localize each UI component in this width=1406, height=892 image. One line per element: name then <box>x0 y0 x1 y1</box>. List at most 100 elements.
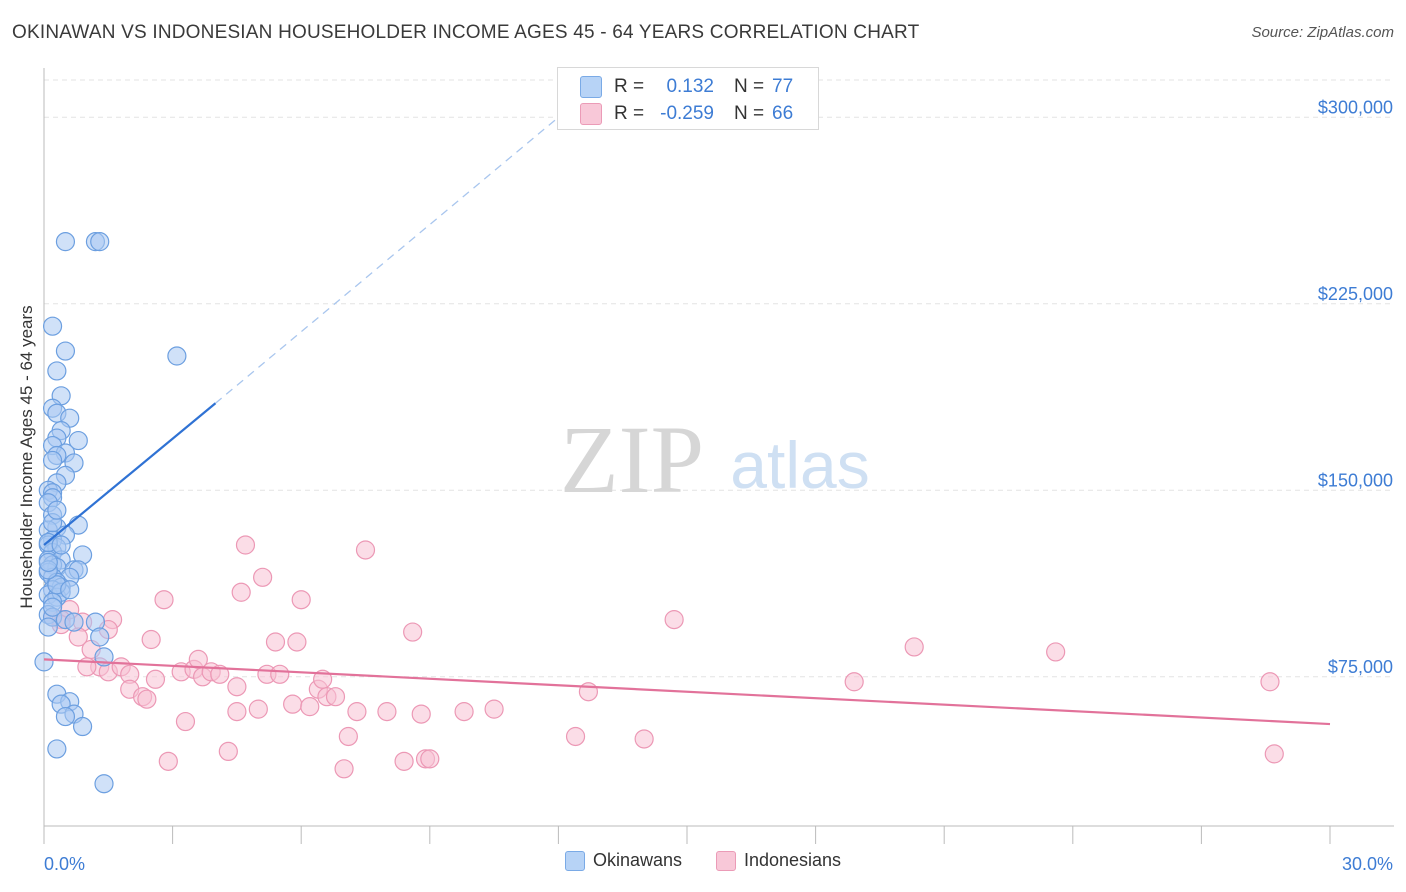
indonesians-point <box>411 704 431 724</box>
okinawans-trend-extension <box>215 116 559 404</box>
okinawans-point <box>94 774 114 794</box>
indonesians-point <box>141 629 161 650</box>
okinawans-point <box>90 627 110 647</box>
source-label: Source: ZipAtlas.com <box>1251 24 1394 41</box>
indonesians-point <box>253 567 273 587</box>
okinawans-point <box>167 346 187 366</box>
okinawans-point <box>72 716 93 737</box>
indonesians-point <box>1260 672 1280 692</box>
indonesians-point <box>844 672 864 692</box>
okinawans-point <box>64 612 84 632</box>
indonesians-point <box>283 694 303 714</box>
watermark-zip: ZIP <box>560 406 704 513</box>
stats-row-indonesians: R = -0.259 N = 66 <box>580 101 793 127</box>
okinawans-points <box>34 232 187 794</box>
okinawans-trend-line <box>43 402 217 546</box>
stats-legend: R = 0.132 N = 77 R = -0.259 N = 66 <box>557 67 819 130</box>
r-label: R = <box>614 76 645 97</box>
r-value: 0.132 <box>666 76 714 97</box>
indonesians-point <box>218 741 238 762</box>
indonesians-point <box>137 689 157 709</box>
indonesians-point <box>394 751 414 771</box>
indonesians-point <box>1264 744 1284 764</box>
indonesians-point <box>145 669 166 689</box>
indonesians-point <box>287 632 307 652</box>
okinawans-point <box>38 617 58 637</box>
y-axis-label: Householder Income Ages 45 - 64 years <box>17 305 36 608</box>
okinawans-point <box>60 580 80 600</box>
okinawans-point <box>42 316 63 336</box>
indonesians-point <box>355 540 376 560</box>
y-tick-label: $75,000 <box>1328 657 1393 677</box>
legend-label-okinawans: Okinawans <box>592 850 682 870</box>
trend-lines <box>43 116 1331 726</box>
legend-label-indonesians: Indonesians <box>743 850 842 870</box>
indonesians-point <box>454 702 474 722</box>
r-label: R = <box>614 103 645 124</box>
indonesians-point <box>300 697 320 717</box>
indonesians-point <box>347 702 367 722</box>
okinawans-point <box>47 739 67 759</box>
okinawans-point <box>47 500 67 520</box>
indonesians-swatch <box>580 103 602 125</box>
x-tick-label-min: 0.0% <box>44 854 85 874</box>
indonesians-point <box>334 759 354 779</box>
watermark-atlas: atlas <box>730 428 869 502</box>
indonesians-point <box>325 687 346 707</box>
indonesians-point <box>291 590 311 610</box>
okinawans-legend-swatch <box>564 850 585 871</box>
okinawans-point <box>55 341 76 361</box>
indonesians-point <box>904 637 924 657</box>
okinawans-point <box>55 232 76 252</box>
indonesians-point <box>565 726 586 747</box>
y-tick-label: $150,000 <box>1318 470 1393 490</box>
legend-item-indonesians[interactable]: Indonesians <box>715 850 842 871</box>
n-value: 77 <box>772 76 794 97</box>
okinawans-point <box>47 361 67 381</box>
indonesians-point <box>154 590 174 610</box>
okinawans-point <box>55 706 76 727</box>
legend: Okinawans Indonesians <box>0 850 1406 871</box>
indonesians-point <box>1046 642 1066 662</box>
okinawans-point <box>42 450 63 471</box>
indonesians-point <box>248 699 268 719</box>
okinawans-point <box>38 552 58 573</box>
indonesians-point <box>231 582 251 602</box>
indonesians-trend-line <box>43 658 1331 726</box>
okinawans-point <box>42 597 63 617</box>
indonesians-point <box>175 711 196 732</box>
okinawans-swatch <box>580 76 602 98</box>
indonesians-point <box>403 622 423 642</box>
axes <box>43 68 1394 844</box>
indonesians-point <box>235 535 256 555</box>
okinawans-point <box>34 652 54 672</box>
indonesians-point <box>270 664 290 684</box>
legend-item-okinawans[interactable]: Okinawans <box>564 850 682 871</box>
indonesians-point <box>265 632 286 652</box>
watermark: ZIP atlas <box>560 406 870 513</box>
n-label: N = <box>734 103 765 124</box>
indonesians-point <box>664 610 684 630</box>
indonesians-point <box>377 702 397 722</box>
stats-row-okinawans: R = 0.132 N = 77 <box>580 74 793 100</box>
indonesians-point <box>227 702 247 722</box>
indonesians-point <box>158 751 178 771</box>
okinawans-point <box>68 430 88 451</box>
indonesians-legend-swatch <box>715 850 736 871</box>
indonesians-point <box>210 664 230 684</box>
tick-labels: $75,000 $150,000 $225,000 $300,000 0.0% 30.0% <box>44 97 1393 874</box>
r-value: -0.259 <box>660 103 714 124</box>
n-label: N = <box>734 76 765 97</box>
x-tick-label-max: 30.0% <box>1342 854 1393 874</box>
indonesians-point <box>634 729 654 749</box>
y-tick-label: $225,000 <box>1318 284 1393 304</box>
indonesians-point <box>227 677 247 697</box>
n-value: 66 <box>772 103 794 124</box>
chart-title: OKINAWAN VS INDONESIAN HOUSEHOLDER INCOM… <box>12 22 920 43</box>
okinawans-point <box>51 535 71 555</box>
okinawans-point <box>90 232 110 252</box>
indonesians-point <box>420 749 440 769</box>
y-tick-label: $300,000 <box>1318 97 1393 117</box>
indonesians-point <box>484 699 504 719</box>
